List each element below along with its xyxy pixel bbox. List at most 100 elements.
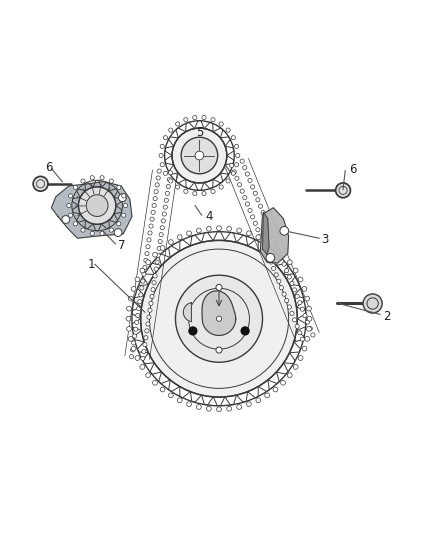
Circle shape [176, 122, 180, 126]
Circle shape [300, 307, 304, 311]
Circle shape [146, 322, 150, 326]
Circle shape [122, 194, 126, 198]
Circle shape [126, 316, 131, 321]
Circle shape [137, 306, 141, 311]
Circle shape [293, 268, 298, 273]
Text: 6: 6 [349, 164, 356, 176]
Circle shape [282, 262, 286, 266]
Circle shape [74, 185, 78, 189]
Circle shape [109, 228, 113, 232]
Circle shape [206, 227, 211, 231]
Circle shape [247, 231, 251, 236]
Circle shape [162, 212, 166, 216]
Circle shape [68, 213, 73, 217]
Circle shape [206, 406, 211, 411]
Circle shape [251, 215, 255, 219]
Circle shape [187, 231, 191, 236]
Circle shape [264, 247, 268, 251]
Circle shape [277, 249, 281, 253]
Circle shape [306, 320, 310, 324]
Circle shape [307, 327, 311, 331]
Circle shape [307, 306, 311, 311]
Circle shape [78, 187, 116, 224]
Circle shape [234, 163, 239, 167]
Circle shape [154, 190, 158, 194]
Circle shape [281, 252, 286, 257]
Circle shape [177, 398, 182, 403]
Circle shape [274, 273, 278, 277]
Circle shape [265, 240, 269, 245]
Circle shape [227, 406, 232, 411]
Circle shape [237, 405, 241, 409]
Circle shape [245, 202, 250, 206]
Polygon shape [202, 291, 236, 335]
Circle shape [236, 154, 240, 158]
Circle shape [279, 286, 283, 290]
Circle shape [144, 259, 148, 263]
Circle shape [67, 204, 71, 208]
Circle shape [159, 154, 163, 158]
Circle shape [150, 294, 154, 298]
Circle shape [135, 277, 140, 282]
Circle shape [148, 308, 152, 312]
Circle shape [277, 279, 281, 284]
Circle shape [240, 189, 244, 193]
Circle shape [217, 226, 221, 231]
Circle shape [118, 194, 126, 201]
Circle shape [308, 326, 312, 330]
Circle shape [147, 238, 151, 242]
Circle shape [287, 305, 291, 309]
Circle shape [152, 281, 156, 285]
Circle shape [237, 183, 242, 187]
Circle shape [226, 128, 230, 132]
Circle shape [86, 195, 108, 216]
Circle shape [169, 179, 173, 183]
Circle shape [114, 229, 122, 237]
Circle shape [258, 204, 263, 208]
Circle shape [135, 356, 140, 360]
Circle shape [142, 272, 146, 276]
Circle shape [256, 228, 260, 232]
Circle shape [163, 205, 167, 209]
Circle shape [169, 128, 173, 132]
Circle shape [139, 293, 143, 297]
Circle shape [151, 287, 155, 292]
Circle shape [163, 135, 168, 140]
Circle shape [240, 159, 244, 163]
Circle shape [134, 320, 139, 325]
Circle shape [147, 315, 151, 319]
Circle shape [172, 128, 227, 183]
Circle shape [202, 116, 206, 119]
Circle shape [269, 260, 273, 264]
Circle shape [122, 213, 126, 217]
Circle shape [90, 175, 94, 180]
Circle shape [253, 221, 258, 225]
Circle shape [141, 279, 145, 283]
Circle shape [248, 179, 252, 182]
Circle shape [211, 189, 215, 193]
Circle shape [281, 381, 286, 385]
Circle shape [287, 373, 292, 377]
Circle shape [160, 144, 164, 149]
Circle shape [152, 252, 157, 257]
Circle shape [184, 189, 188, 193]
Circle shape [145, 252, 149, 256]
Circle shape [256, 235, 261, 239]
Text: 2: 2 [384, 311, 391, 324]
Circle shape [251, 185, 255, 189]
Circle shape [149, 301, 153, 305]
Circle shape [234, 144, 239, 149]
Polygon shape [262, 212, 269, 254]
Circle shape [152, 381, 157, 385]
Circle shape [166, 184, 170, 189]
Circle shape [151, 210, 155, 214]
Circle shape [169, 393, 173, 398]
Circle shape [293, 288, 297, 292]
Circle shape [261, 211, 265, 215]
Circle shape [231, 135, 235, 140]
Circle shape [193, 191, 197, 196]
Circle shape [293, 318, 297, 322]
Circle shape [237, 228, 241, 233]
Circle shape [169, 240, 173, 245]
Polygon shape [260, 208, 289, 263]
